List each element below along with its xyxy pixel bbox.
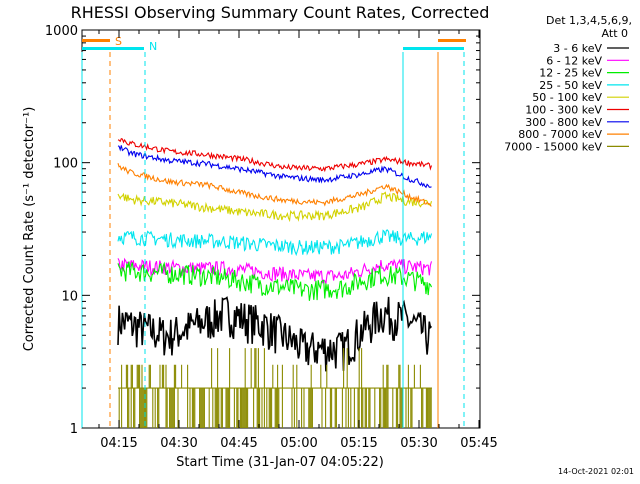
series-line-300-800kev xyxy=(117,145,432,189)
y-tick-label: 10 xyxy=(61,289,78,304)
chart-title: RHESSI Observing Summary Count Rates, Co… xyxy=(71,3,490,22)
footer-date: 14-Oct-2021 02:01 xyxy=(558,467,634,476)
series-line-800-7000kev xyxy=(117,163,432,207)
night-bar xyxy=(82,47,144,50)
legend-label: 50 - 100 keV xyxy=(532,91,602,104)
saa-bar xyxy=(82,39,110,42)
detector-info-line-1: Det 1,3,4,5,6,9, xyxy=(546,14,632,27)
y-tick-label: 1 xyxy=(70,422,78,437)
x-tick-label: 04:45 xyxy=(220,436,257,451)
legend-label: 12 - 25 keV xyxy=(539,67,602,80)
x-tick-label: 05:45 xyxy=(460,436,497,451)
series-line-25-50kev xyxy=(117,229,433,257)
x-tick-label: 04:15 xyxy=(100,436,137,451)
legend-label: 100 - 300 keV xyxy=(525,104,602,117)
saa-label: S xyxy=(115,35,122,48)
detector-info-line-2: Att 0 xyxy=(602,27,628,40)
series-layer xyxy=(117,138,433,428)
saa-bar xyxy=(438,39,466,42)
legend-label: 6 - 12 keV xyxy=(546,54,602,67)
series-line-50-100kev xyxy=(117,191,433,223)
night-bar xyxy=(403,47,464,50)
legend-label: 800 - 7000 keV xyxy=(518,128,602,141)
legend-label: 7000 - 15000 keV xyxy=(504,140,602,153)
x-tick-label: 05:15 xyxy=(340,436,377,451)
series-line-12-25kev xyxy=(117,261,433,301)
x-tick-label: 04:30 xyxy=(160,436,197,451)
series-line-3-6kev xyxy=(117,296,433,372)
x-tick-label: 05:00 xyxy=(280,436,317,451)
legend-label: 300 - 800 keV xyxy=(525,116,602,129)
axis-layer: 04:15 04:30 04:45 05:00 05:15 05:30 05:45 1 10 10… xyxy=(45,24,498,451)
y-tick-label: 1000 xyxy=(45,24,78,39)
y-axis-label: Corrected Count Rate (s⁻¹ detector⁻¹) xyxy=(22,107,37,352)
series-line-100-300kev xyxy=(117,138,433,173)
legend-label: 3 - 6 keV xyxy=(553,42,602,55)
series-line-7000-15000kev xyxy=(118,348,432,428)
legend-label: 25 - 50 keV xyxy=(539,79,602,92)
x-axis-label: Start Time (31-Jan-07 04:05:22) xyxy=(176,455,384,470)
x-tick-label: 05:30 xyxy=(400,436,437,451)
night-label: N xyxy=(149,40,157,53)
y-tick-label: 100 xyxy=(53,157,78,172)
